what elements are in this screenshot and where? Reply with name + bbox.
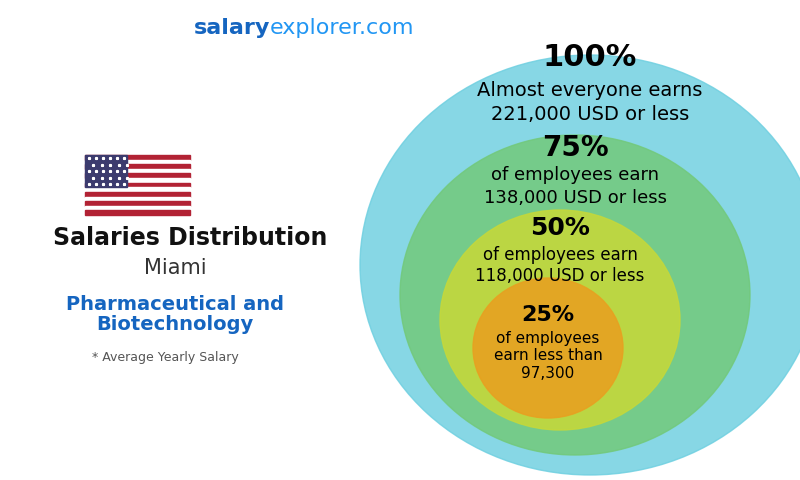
Bar	[85, 173, 190, 178]
Bar	[85, 187, 190, 192]
Bar	[85, 169, 190, 173]
Text: 221,000 USD or less: 221,000 USD or less	[491, 106, 689, 124]
Text: 25%: 25%	[522, 305, 574, 325]
Text: 97,300: 97,300	[522, 367, 574, 382]
Text: earn less than: earn less than	[494, 348, 602, 363]
Text: Miami: Miami	[144, 258, 206, 278]
Text: * Average Yearly Salary: * Average Yearly Salary	[92, 351, 238, 364]
Text: 138,000 USD or less: 138,000 USD or less	[483, 189, 666, 207]
Text: 118,000 USD or less: 118,000 USD or less	[475, 267, 645, 285]
Text: Salaries Distribution: Salaries Distribution	[53, 226, 327, 250]
Ellipse shape	[473, 278, 623, 418]
Text: Pharmaceutical and: Pharmaceutical and	[66, 296, 284, 314]
Text: Almost everyone earns: Almost everyone earns	[478, 81, 702, 99]
Bar	[85, 160, 190, 164]
Text: 100%: 100%	[543, 44, 637, 72]
Ellipse shape	[440, 210, 680, 430]
Bar	[85, 192, 190, 196]
Text: Biotechnology: Biotechnology	[96, 315, 254, 335]
Bar	[85, 196, 190, 201]
Bar	[85, 155, 127, 187]
Text: of employees earn: of employees earn	[491, 166, 659, 184]
Ellipse shape	[400, 135, 750, 455]
Bar	[85, 201, 190, 206]
Text: explorer.com: explorer.com	[270, 18, 414, 38]
Bar	[85, 183, 190, 187]
Bar	[85, 164, 190, 169]
Ellipse shape	[360, 55, 800, 475]
Bar	[85, 206, 190, 210]
Bar	[85, 210, 190, 215]
Text: of employees earn: of employees earn	[482, 246, 638, 264]
Text: of employees: of employees	[496, 331, 600, 346]
Bar	[85, 155, 190, 160]
Text: 50%: 50%	[530, 216, 590, 240]
Text: 75%: 75%	[542, 134, 608, 162]
Bar	[85, 178, 190, 183]
Text: salary: salary	[194, 18, 270, 38]
